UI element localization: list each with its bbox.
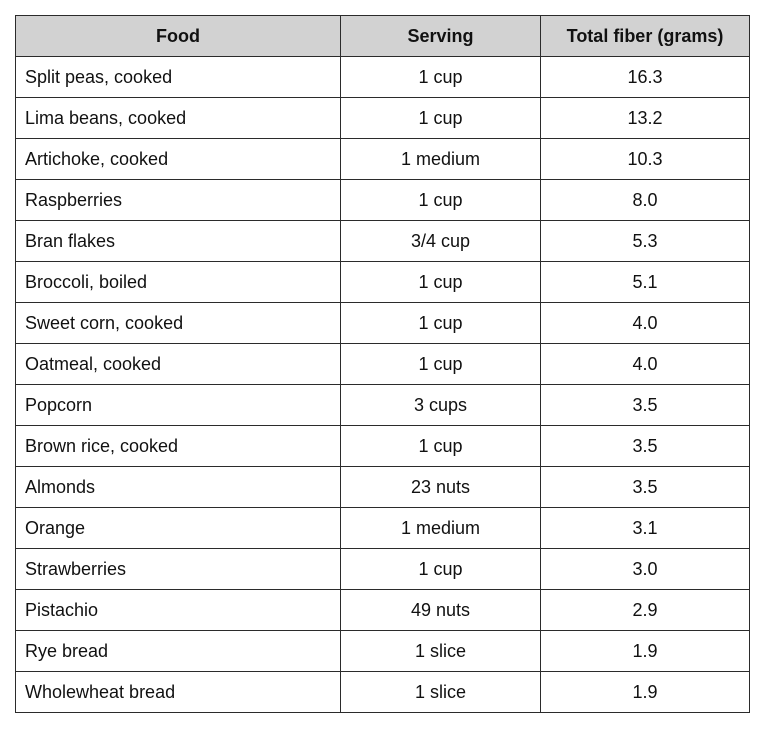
serving-cell: 1 cup: [340, 343, 541, 385]
table-row: Lima beans, cooked 1 cup 13.2: [15, 97, 750, 139]
fiber-cell: 3.1: [540, 507, 750, 549]
serving-cell: 1 cup: [340, 56, 541, 98]
food-cell: Brown rice, cooked: [15, 425, 341, 467]
table-row: Rye bread 1 slice 1.9: [15, 630, 750, 672]
fiber-cell: 10.3: [540, 138, 750, 180]
serving-cell: 1 medium: [340, 507, 541, 549]
fiber-cell: 3.5: [540, 425, 750, 467]
table-row: Broccoli, boiled 1 cup 5.1: [15, 261, 750, 303]
serving-cell: 1 cup: [340, 302, 541, 344]
table-row: Wholewheat bread 1 slice 1.9: [15, 671, 750, 713]
table-row: Artichoke, cooked 1 medium 10.3: [15, 138, 750, 180]
table-row: Bran flakes 3/4 cup 5.3: [15, 220, 750, 262]
fiber-cell: 8.0: [540, 179, 750, 221]
header-food: Food: [15, 15, 341, 57]
serving-cell: 1 slice: [340, 630, 541, 672]
fiber-cell: 4.0: [540, 302, 750, 344]
food-cell: Pistachio: [15, 589, 341, 631]
serving-cell: 3/4 cup: [340, 220, 541, 262]
food-cell: Rye bread: [15, 630, 341, 672]
serving-cell: 23 nuts: [340, 466, 541, 508]
serving-cell: 1 cup: [340, 548, 541, 590]
fiber-cell: 5.1: [540, 261, 750, 303]
serving-cell: 1 slice: [340, 671, 541, 713]
serving-cell: 1 cup: [340, 425, 541, 467]
food-cell: Oatmeal, cooked: [15, 343, 341, 385]
food-cell: Bran flakes: [15, 220, 341, 262]
serving-cell: 3 cups: [340, 384, 541, 426]
table-row: Brown rice, cooked 1 cup 3.5: [15, 425, 750, 467]
serving-cell: 49 nuts: [340, 589, 541, 631]
table-row: Almonds 23 nuts 3.5: [15, 466, 750, 508]
food-cell: Popcorn: [15, 384, 341, 426]
fiber-cell: 16.3: [540, 56, 750, 98]
fiber-cell: 1.9: [540, 630, 750, 672]
food-cell: Raspberries: [15, 179, 341, 221]
table-row: Oatmeal, cooked 1 cup 4.0: [15, 343, 750, 385]
table-row: Sweet corn, cooked 1 cup 4.0: [15, 302, 750, 344]
food-cell: Split peas, cooked: [15, 56, 341, 98]
header-row: Food Serving Total fiber (grams): [15, 15, 750, 57]
food-cell: Broccoli, boiled: [15, 261, 341, 303]
serving-cell: 1 medium: [340, 138, 541, 180]
fiber-table: Food Serving Total fiber (grams) Split p…: [15, 15, 750, 713]
fiber-cell: 1.9: [540, 671, 750, 713]
fiber-cell: 2.9: [540, 589, 750, 631]
header-serving: Serving: [340, 15, 541, 57]
food-cell: Almonds: [15, 466, 341, 508]
fiber-cell: 3.5: [540, 466, 750, 508]
food-cell: Lima beans, cooked: [15, 97, 341, 139]
fiber-cell: 13.2: [540, 97, 750, 139]
fiber-cell: 4.0: [540, 343, 750, 385]
fiber-cell: 3.5: [540, 384, 750, 426]
food-cell: Orange: [15, 507, 341, 549]
serving-cell: 1 cup: [340, 261, 541, 303]
food-cell: Sweet corn, cooked: [15, 302, 341, 344]
food-cell: Artichoke, cooked: [15, 138, 341, 180]
serving-cell: 1 cup: [340, 97, 541, 139]
table-row: Strawberries 1 cup 3.0: [15, 548, 750, 590]
food-cell: Wholewheat bread: [15, 671, 341, 713]
food-cell: Strawberries: [15, 548, 341, 590]
table-header: Food Serving Total fiber (grams): [15, 15, 750, 57]
table-row: Pistachio 49 nuts 2.9: [15, 589, 750, 631]
fiber-cell: 3.0: [540, 548, 750, 590]
fiber-cell: 5.3: [540, 220, 750, 262]
table-row: Orange 1 medium 3.1: [15, 507, 750, 549]
table-body: Split peas, cooked 1 cup 16.3 Lima beans…: [15, 56, 750, 713]
table-row: Raspberries 1 cup 8.0: [15, 179, 750, 221]
serving-cell: 1 cup: [340, 179, 541, 221]
table-row: Split peas, cooked 1 cup 16.3: [15, 56, 750, 98]
table-row: Popcorn 3 cups 3.5: [15, 384, 750, 426]
header-fiber: Total fiber (grams): [540, 15, 750, 57]
